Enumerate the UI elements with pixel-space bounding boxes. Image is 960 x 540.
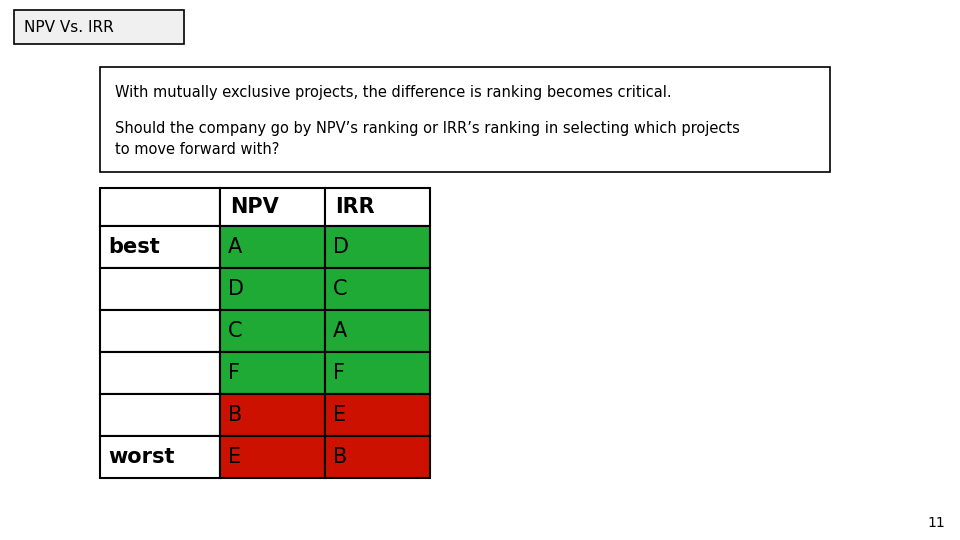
Text: D: D [228,279,244,299]
FancyBboxPatch shape [325,352,430,394]
FancyBboxPatch shape [220,394,325,436]
FancyBboxPatch shape [100,436,220,478]
FancyBboxPatch shape [325,394,430,436]
Text: A: A [333,321,348,341]
Text: IRR: IRR [335,197,374,217]
Text: E: E [333,405,347,425]
Text: worst: worst [108,447,175,467]
FancyBboxPatch shape [220,226,325,268]
FancyBboxPatch shape [14,10,184,44]
Text: NPV Vs. IRR: NPV Vs. IRR [24,19,113,35]
FancyBboxPatch shape [325,188,430,226]
FancyBboxPatch shape [220,352,325,394]
FancyBboxPatch shape [325,436,430,478]
FancyBboxPatch shape [220,310,325,352]
FancyBboxPatch shape [100,226,220,268]
Text: best: best [108,237,159,257]
Text: C: C [228,321,243,341]
FancyBboxPatch shape [220,188,325,226]
Text: E: E [228,447,241,467]
Text: A: A [228,237,242,257]
FancyBboxPatch shape [325,268,430,310]
FancyBboxPatch shape [100,188,220,226]
Text: to move forward with?: to move forward with? [115,143,279,158]
FancyBboxPatch shape [325,226,430,268]
FancyBboxPatch shape [100,394,220,436]
Text: D: D [333,237,349,257]
Text: B: B [333,447,348,467]
Text: F: F [228,363,240,383]
FancyBboxPatch shape [220,268,325,310]
Text: C: C [333,279,348,299]
FancyBboxPatch shape [100,310,220,352]
Text: 11: 11 [927,516,945,530]
FancyBboxPatch shape [325,310,430,352]
Text: NPV: NPV [230,197,278,217]
FancyBboxPatch shape [100,268,220,310]
Text: B: B [228,405,242,425]
FancyBboxPatch shape [220,436,325,478]
FancyBboxPatch shape [100,67,830,172]
Text: Should the company go by NPV’s ranking or IRR’s ranking in selecting which proje: Should the company go by NPV’s ranking o… [115,122,740,137]
Text: F: F [333,363,345,383]
Text: With mutually exclusive projects, the difference is ranking becomes critical.: With mutually exclusive projects, the di… [115,84,672,99]
FancyBboxPatch shape [100,352,220,394]
